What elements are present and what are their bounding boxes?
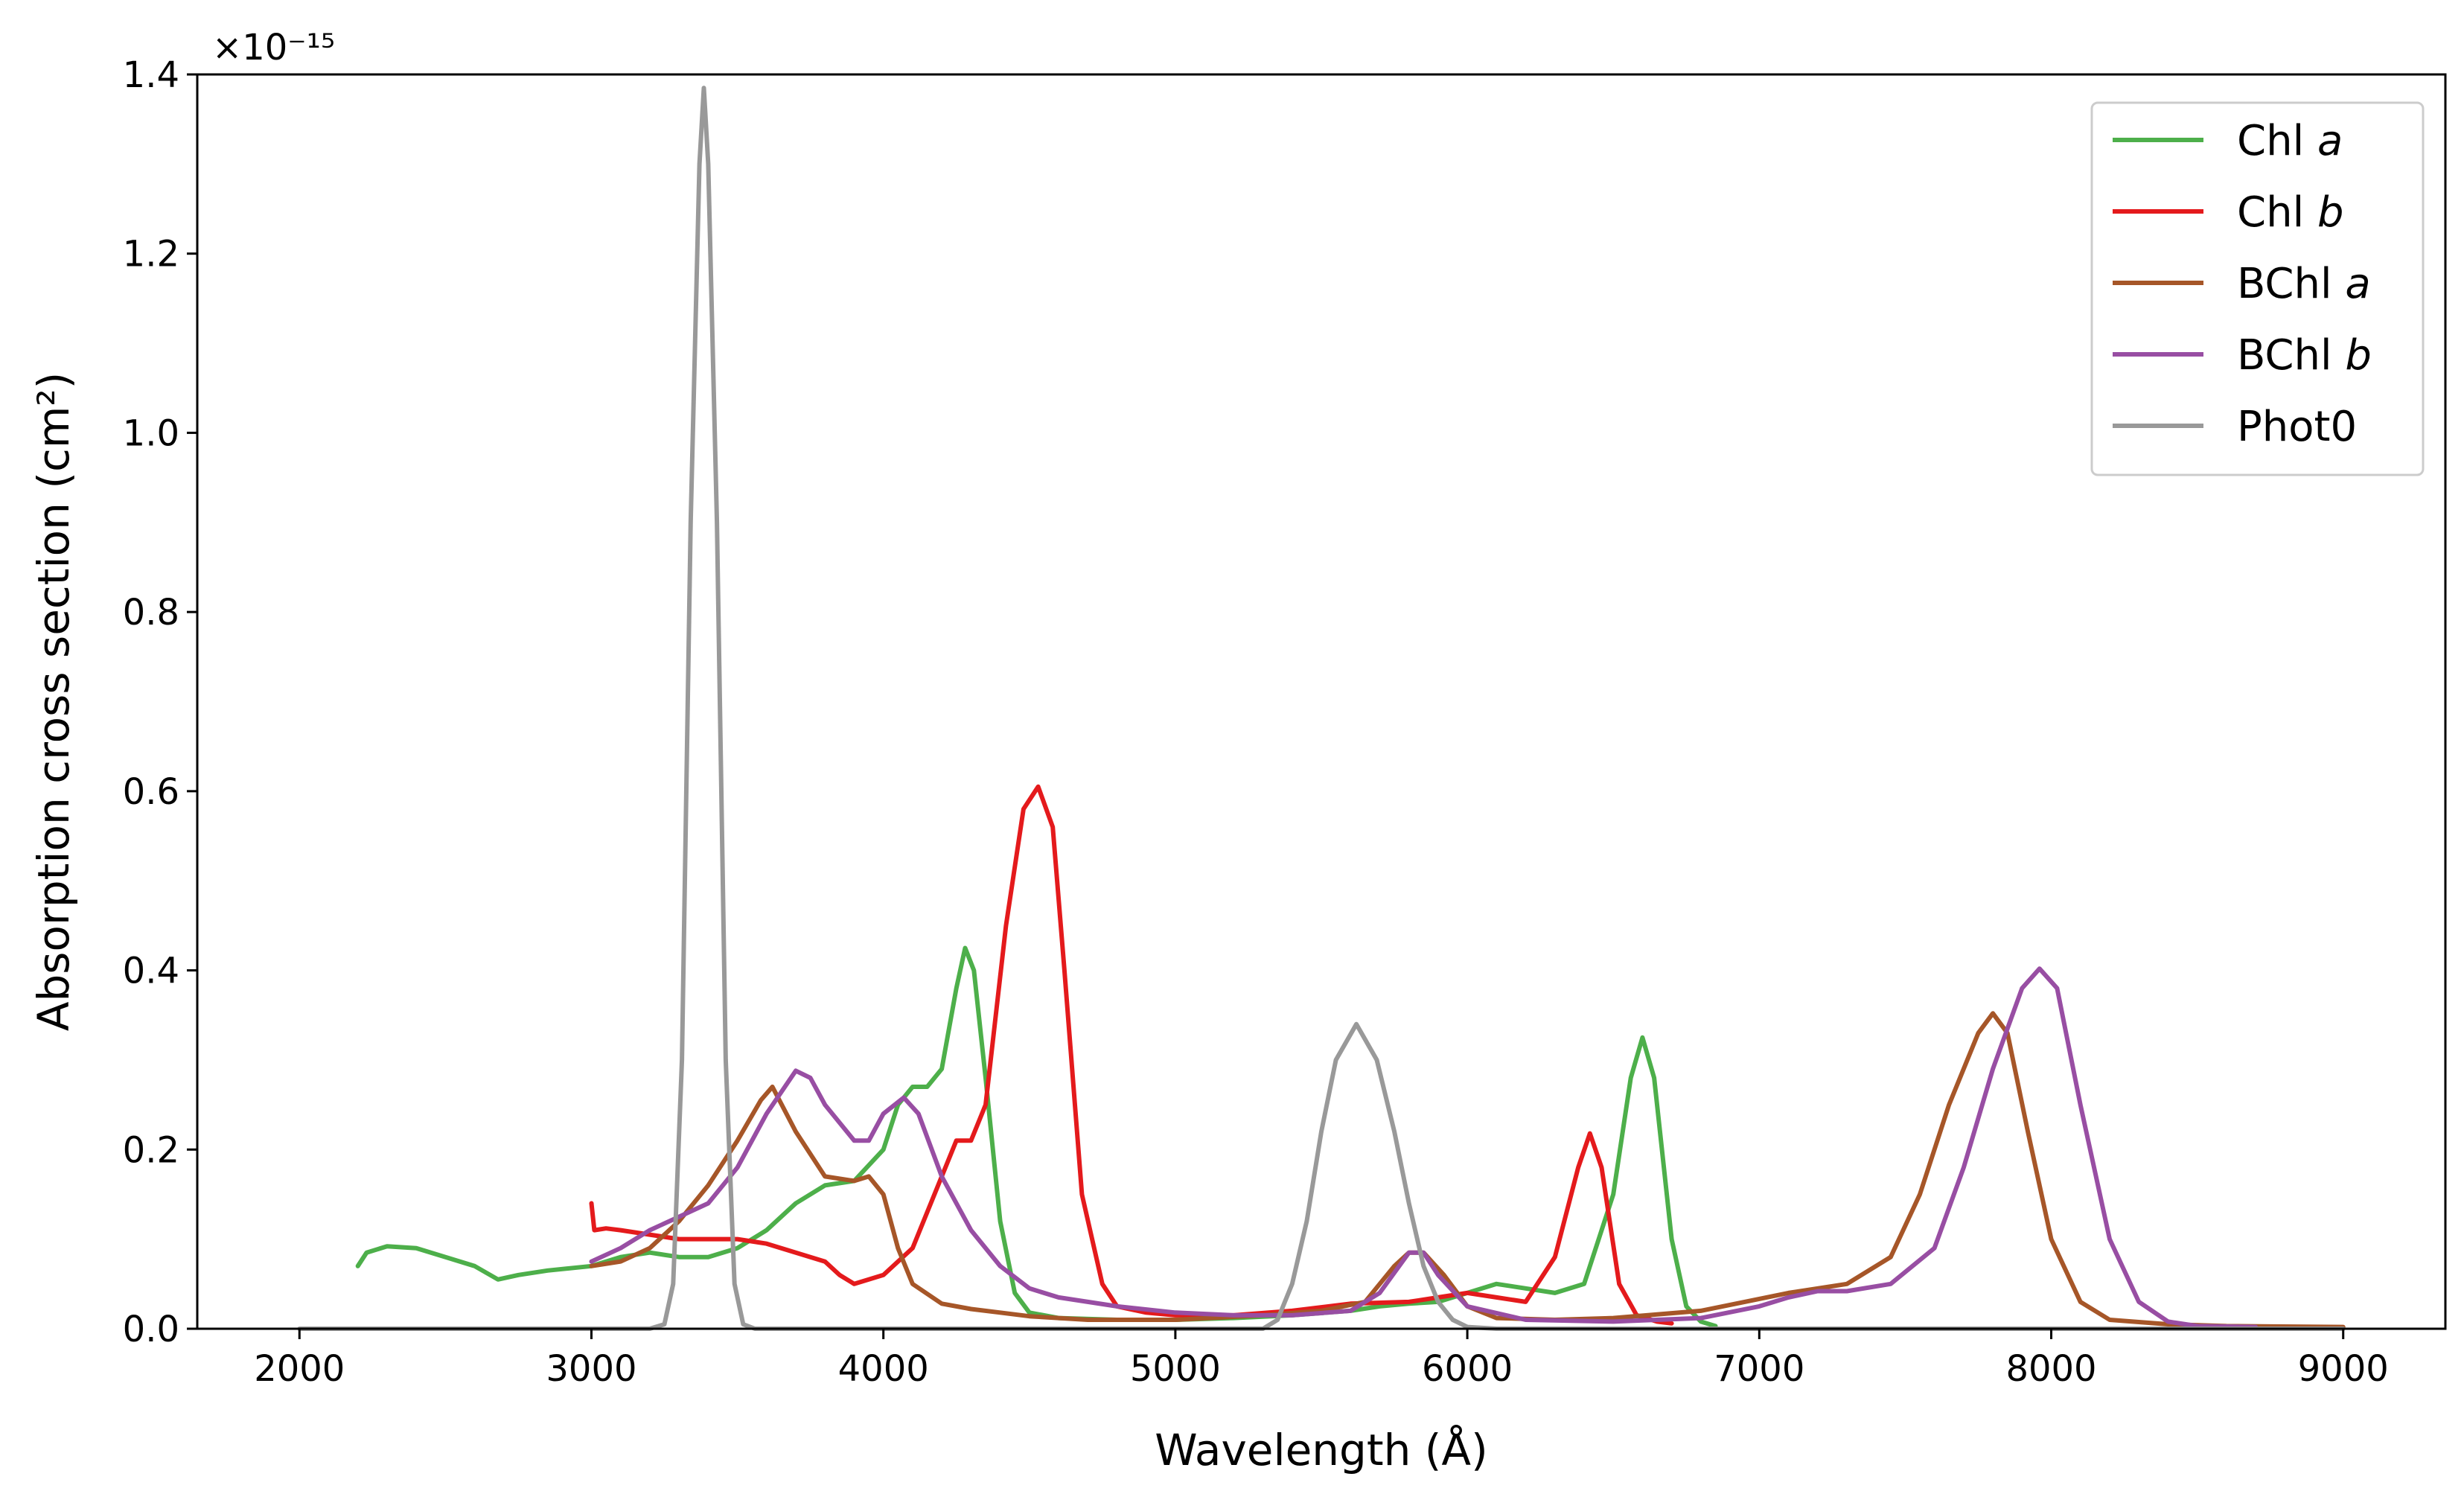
- x-axis-ticks: 2000 3000 4000 5000 6000 7000 8000 9000: [254, 1329, 2389, 1390]
- y-tick-label: 1.4: [123, 54, 179, 96]
- x-tick-label: 5000: [1130, 1348, 1221, 1390]
- x-tick-label: 2000: [254, 1348, 345, 1390]
- plot-area: 2000 3000 4000 5000 6000 7000 8000 9000 0.00.20…: [123, 54, 2447, 1390]
- y-axis-offset-label: ×10⁻¹⁵: [212, 27, 335, 68]
- series-line-4: [297, 86, 2346, 1331]
- y-tick-label: 1.0: [123, 412, 179, 454]
- legend-label: BChl b: [2237, 331, 2372, 380]
- legend-item: Phot0: [2113, 403, 2357, 451]
- series-line-3: [589, 966, 2259, 1329]
- x-tick-label: 6000: [1422, 1348, 1513, 1390]
- y-axis-ticks: 0.0 0.2 0.4 0.6 0.8 1.0 1.2 1.4: [123, 54, 197, 1350]
- series-line-1: [589, 784, 1674, 1326]
- y-tick-label: 0.0: [123, 1309, 179, 1350]
- x-tick-label: 4000: [838, 1348, 929, 1390]
- series-line-2: [589, 1011, 2346, 1329]
- legend-label: Chl b: [2237, 188, 2344, 237]
- legend-item: Chl b: [2113, 188, 2344, 237]
- x-axis-label: Wavelength (Å): [1155, 1424, 1487, 1475]
- axes-frame: [196, 73, 2447, 1330]
- x-tick-label: 7000: [1714, 1348, 1804, 1390]
- x-tick-label: 3000: [546, 1348, 636, 1390]
- legend-item: BChl a: [2113, 260, 2371, 308]
- x-tick-label: 9000: [2298, 1348, 2389, 1390]
- legend-box: [2090, 101, 2425, 476]
- legend-label: BChl a: [2237, 260, 2371, 308]
- series-lines: [297, 86, 2346, 1331]
- y-tick-label: 0.8: [123, 592, 179, 633]
- legend-label: Chl a: [2237, 117, 2343, 165]
- y-axis-label: Absorption cross section (cm²): [28, 372, 79, 1031]
- legend-item: BChl b: [2113, 331, 2372, 380]
- legend-label: Phot0: [2237, 403, 2357, 451]
- legend: Chl a Chl b BChl a BChl b Phot0: [2090, 101, 2425, 476]
- y-tick-label: 0.6: [123, 771, 179, 813]
- series-line-0: [355, 945, 1718, 1329]
- y-tick-label: 1.2: [123, 234, 179, 275]
- x-tick-label: 8000: [2005, 1348, 2096, 1390]
- legend-item: Chl a: [2113, 117, 2343, 165]
- y-tick-label: 0.4: [123, 951, 179, 992]
- y-tick-label: 0.2: [123, 1129, 179, 1171]
